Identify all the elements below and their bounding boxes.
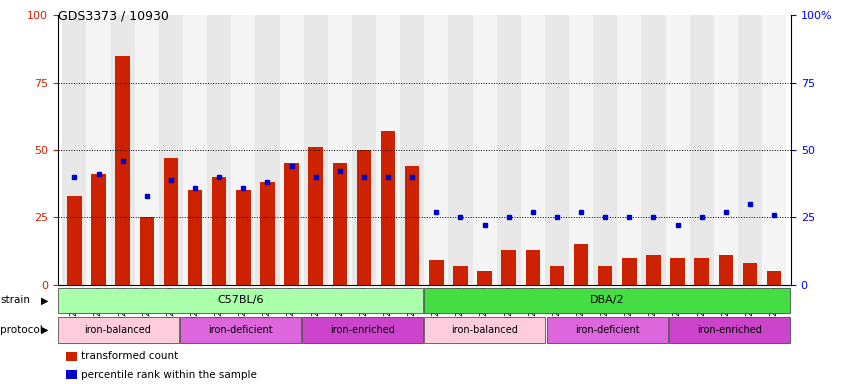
Text: C57BL/6: C57BL/6 — [217, 295, 264, 305]
Bar — [231, 15, 255, 285]
Bar — [502, 250, 516, 285]
Bar — [261, 182, 275, 285]
Bar — [86, 15, 111, 285]
Bar — [598, 266, 613, 285]
Bar — [135, 15, 159, 285]
Bar — [762, 15, 786, 285]
Text: ▶: ▶ — [41, 295, 48, 305]
Bar — [550, 266, 564, 285]
Bar — [58, 288, 423, 313]
Bar — [255, 15, 279, 285]
Bar — [67, 196, 82, 285]
Text: DBA/2: DBA/2 — [590, 295, 624, 305]
Bar — [424, 317, 546, 343]
Bar — [207, 15, 231, 285]
Bar — [547, 317, 667, 343]
Bar — [593, 15, 618, 285]
Text: iron-enriched: iron-enriched — [697, 325, 761, 335]
Bar — [302, 317, 423, 343]
Bar — [91, 174, 106, 285]
Bar — [714, 15, 738, 285]
Bar — [279, 15, 304, 285]
Bar — [521, 15, 545, 285]
Bar — [332, 164, 347, 285]
Text: iron-deficient: iron-deficient — [574, 325, 640, 335]
Bar — [111, 15, 135, 285]
Text: strain: strain — [0, 295, 30, 305]
Bar — [695, 258, 709, 285]
Bar — [63, 15, 86, 285]
Bar — [429, 260, 443, 285]
Bar — [381, 131, 395, 285]
Text: GDS3373 / 10930: GDS3373 / 10930 — [58, 10, 168, 23]
Bar — [140, 217, 154, 285]
Text: protocol: protocol — [0, 325, 43, 335]
Text: ▶: ▶ — [41, 325, 48, 335]
Text: percentile rank within the sample: percentile rank within the sample — [81, 370, 257, 380]
Text: iron-balanced: iron-balanced — [85, 325, 151, 335]
Bar — [115, 56, 130, 285]
Bar — [718, 255, 733, 285]
Bar — [309, 147, 323, 285]
Bar — [743, 263, 757, 285]
Bar — [183, 15, 207, 285]
Bar — [497, 15, 521, 285]
Bar — [424, 288, 790, 313]
Bar — [424, 15, 448, 285]
Bar — [304, 15, 327, 285]
Bar — [405, 166, 420, 285]
Text: iron-balanced: iron-balanced — [452, 325, 519, 335]
Bar — [376, 15, 400, 285]
Bar — [574, 244, 588, 285]
Bar — [179, 317, 301, 343]
Bar — [666, 15, 689, 285]
Bar — [159, 15, 183, 285]
Bar — [188, 190, 202, 285]
Bar — [689, 15, 714, 285]
Bar — [738, 15, 762, 285]
Bar — [357, 150, 371, 285]
Bar — [473, 15, 497, 285]
Bar — [448, 15, 473, 285]
Bar — [284, 164, 299, 285]
Bar — [618, 15, 641, 285]
Bar — [400, 15, 424, 285]
Bar — [545, 15, 569, 285]
Bar — [327, 15, 352, 285]
Bar — [212, 177, 227, 285]
Bar — [453, 266, 468, 285]
Bar — [525, 250, 540, 285]
Bar — [352, 15, 376, 285]
Bar — [646, 255, 661, 285]
Text: transformed count: transformed count — [81, 351, 179, 361]
Bar — [58, 317, 179, 343]
Bar — [668, 317, 790, 343]
Bar — [477, 271, 492, 285]
Bar — [622, 258, 636, 285]
Bar — [569, 15, 593, 285]
Text: iron-enriched: iron-enriched — [330, 325, 395, 335]
Bar — [641, 15, 666, 285]
Bar — [766, 271, 782, 285]
Bar — [670, 258, 685, 285]
Bar — [163, 158, 179, 285]
Text: iron-deficient: iron-deficient — [208, 325, 272, 335]
Bar — [236, 190, 250, 285]
